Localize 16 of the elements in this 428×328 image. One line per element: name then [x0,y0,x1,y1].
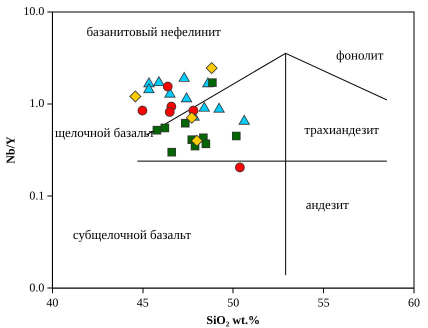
y-tick-label: 10.0 [23,4,44,18]
y-tick-label: 0.1 [29,188,44,202]
annotation: андезит [306,196,350,212]
y-tick-label: 1.0 [29,96,44,110]
x-tick-label: 55 [318,296,330,310]
y-tick-label: 0.0 [29,280,44,294]
x-axis-title: SiO₂ wt.% [206,312,260,327]
annotation: фонолит [336,48,384,63]
y-axis-title: Nb/Y [3,136,18,164]
x-tick-label: 50 [227,296,240,310]
x-tick-label: 40 [46,296,58,310]
annotation: субщелочной базальт [72,227,192,242]
x-tick-label: 45 [136,296,149,310]
annotation: базанитовый нефелинит [86,24,222,40]
x-tick-label: 60 [408,296,420,310]
annotation: трахиандезит [304,122,380,138]
